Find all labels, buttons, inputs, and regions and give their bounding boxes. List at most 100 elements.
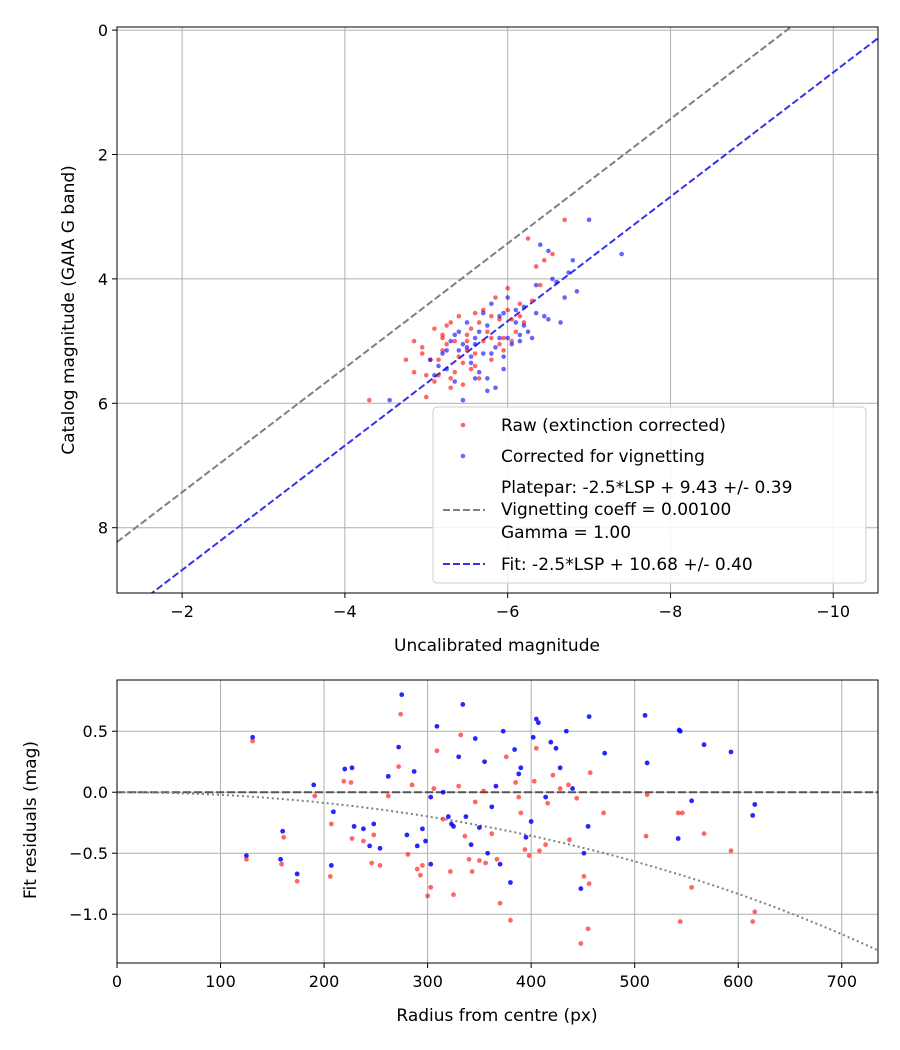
residual-point bbox=[377, 845, 383, 851]
residual-point bbox=[481, 788, 486, 794]
data-point bbox=[562, 217, 567, 223]
residual-point bbox=[244, 856, 249, 862]
x-tick-label: 0 bbox=[112, 972, 122, 991]
data-point bbox=[472, 376, 478, 381]
residual-point bbox=[396, 764, 402, 770]
residual-point bbox=[563, 728, 569, 734]
residual-point bbox=[644, 792, 650, 798]
residual-point bbox=[404, 832, 410, 838]
data-point bbox=[586, 217, 592, 223]
data-point bbox=[497, 341, 502, 347]
y-tick-label: −1.0 bbox=[69, 905, 108, 924]
residual-point bbox=[341, 778, 347, 784]
x-tick-label: 100 bbox=[205, 972, 236, 991]
data-point bbox=[423, 373, 429, 378]
data-point bbox=[476, 376, 482, 381]
residual-point bbox=[516, 771, 522, 777]
residual-point bbox=[493, 783, 499, 789]
data-point bbox=[456, 348, 462, 353]
data-point bbox=[411, 338, 417, 344]
data-point bbox=[501, 366, 506, 372]
data-point bbox=[468, 354, 474, 359]
y-tick-label: 0 bbox=[98, 21, 108, 40]
data-point bbox=[513, 329, 519, 335]
data-point bbox=[432, 379, 437, 384]
legend-label-gamma: Gamma = 1.00 bbox=[501, 523, 631, 543]
residual-point bbox=[528, 819, 534, 824]
residual-point bbox=[497, 900, 503, 906]
data-point bbox=[480, 310, 486, 316]
residual-point bbox=[278, 856, 283, 862]
residual-point bbox=[533, 716, 539, 722]
data-point bbox=[476, 320, 482, 325]
residual-point bbox=[537, 848, 542, 854]
x-tick-label: 600 bbox=[723, 972, 754, 991]
residual-point bbox=[513, 780, 519, 785]
data-point bbox=[464, 332, 470, 338]
data-point bbox=[419, 345, 425, 350]
residual-point bbox=[396, 744, 402, 750]
residual-point bbox=[451, 823, 456, 829]
data-point bbox=[550, 276, 555, 282]
y-tick-label: 4 bbox=[98, 270, 108, 289]
legend-label-platepar: Platepar: -2.5*LSP + 9.43 +/- 0.39 bbox=[501, 478, 792, 498]
data-point bbox=[403, 357, 409, 363]
residual-point bbox=[294, 871, 300, 877]
data-point bbox=[436, 363, 441, 369]
residual-point bbox=[483, 860, 488, 866]
residual-point bbox=[445, 814, 451, 820]
residual-point bbox=[566, 782, 571, 788]
residual-point bbox=[512, 747, 517, 752]
residual-point bbox=[643, 833, 649, 839]
data-point bbox=[468, 360, 474, 366]
data-point bbox=[452, 332, 458, 338]
residual-point bbox=[469, 869, 475, 874]
residual-point bbox=[550, 772, 556, 778]
legend-label-raw: Raw (extinction corrected) bbox=[501, 416, 726, 436]
residual-point bbox=[578, 941, 584, 946]
residual-point bbox=[701, 742, 707, 748]
residual-point bbox=[463, 814, 469, 820]
data-point bbox=[444, 366, 449, 372]
residual-point bbox=[586, 881, 592, 887]
data-point bbox=[472, 341, 478, 347]
bottom-y-axis-label: Fit residuals (mag) bbox=[21, 741, 41, 899]
data-point bbox=[525, 329, 531, 335]
residual-point bbox=[516, 794, 522, 800]
data-point bbox=[558, 320, 563, 325]
residual-point bbox=[553, 745, 559, 751]
residual-point bbox=[414, 866, 420, 872]
data-point bbox=[456, 329, 462, 335]
data-point bbox=[472, 335, 478, 341]
data-point bbox=[505, 295, 510, 300]
data-point bbox=[537, 282, 543, 288]
data-point bbox=[497, 335, 502, 341]
residual-point bbox=[468, 842, 474, 848]
residual-point bbox=[348, 780, 354, 785]
residual-point bbox=[750, 919, 756, 924]
data-point bbox=[456, 354, 462, 359]
residual-point bbox=[472, 736, 478, 741]
data-point bbox=[460, 382, 466, 387]
bottom-data-points bbox=[244, 692, 758, 946]
data-point bbox=[468, 366, 474, 372]
data-point bbox=[485, 388, 490, 394]
bottom-reference-lines bbox=[117, 791, 878, 952]
residual-point bbox=[497, 861, 503, 867]
residual-point bbox=[385, 793, 391, 799]
x-tick-label: 300 bbox=[412, 972, 443, 991]
residual-point bbox=[489, 831, 495, 837]
data-point bbox=[444, 341, 449, 347]
residual-point bbox=[570, 786, 575, 791]
residual-point bbox=[434, 748, 440, 754]
data-point bbox=[476, 329, 482, 335]
residual-point bbox=[472, 799, 478, 805]
residual-point bbox=[447, 869, 453, 874]
data-point bbox=[517, 301, 523, 307]
data-point bbox=[493, 295, 498, 300]
residual-point bbox=[574, 795, 580, 801]
data-point bbox=[562, 295, 567, 300]
residual-point bbox=[500, 728, 506, 734]
data-point bbox=[411, 369, 417, 375]
data-point bbox=[468, 326, 474, 331]
